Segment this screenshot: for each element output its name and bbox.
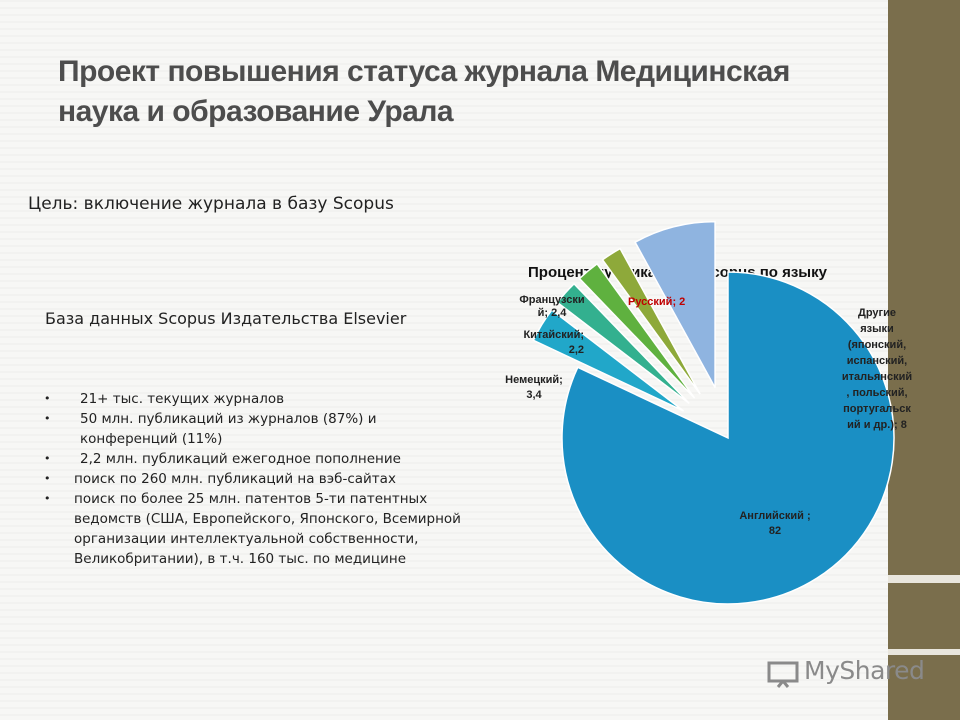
slide-title: Проект повышения статуса журнала Медицин…	[58, 55, 790, 128]
bullet-icon: •	[44, 472, 51, 485]
bullet-icon: •	[44, 392, 51, 405]
pie-slice	[532, 309, 685, 412]
pie-slice	[634, 220, 716, 388]
list-item: • поиск по 260 млн. публикаций на вэб-сай…	[44, 471, 396, 487]
feature-list: • 21+ тыс. текущих журналов • 50 млн. публ…	[44, 389, 474, 569]
pie-slice	[601, 247, 701, 395]
bullet-icon: •	[44, 492, 51, 505]
data-label: Английский ; 82	[739, 510, 810, 537]
bullet-icon: •	[44, 452, 51, 465]
side-bar-stripe	[888, 575, 960, 583]
data-label: Французски й; 2,4	[519, 294, 584, 319]
watermark-text: MyShared	[804, 656, 925, 685]
list-item: • 50 млн. публикаций из журналов (87%) и …	[44, 411, 377, 447]
list-item: • 2,2 млн. публикаций ежегодное пополнени…	[44, 451, 401, 467]
presentation-icon	[767, 661, 799, 688]
side-bar-stripe	[888, 649, 960, 655]
bullet-icon: •	[44, 412, 51, 425]
data-label: Китайский; 2,2	[523, 329, 584, 356]
data-label: Русский; 2	[628, 296, 685, 308]
goal-text: Цель: включение журнала в базу Scopus	[28, 194, 394, 214]
pie-slice	[561, 271, 895, 605]
data-label: Немецкий; 3,4	[505, 374, 563, 401]
pie-slice	[556, 282, 690, 404]
list-item: • поиск по более 25 млн. патентов 5-ти па…	[44, 491, 461, 567]
list-item: • 21+ тыс. текущих журналов	[44, 391, 285, 407]
data-label: Другие языки (японский, испанский, итальянск…	[842, 307, 912, 431]
decorative-side-bar	[888, 0, 960, 720]
pie-slice	[578, 262, 696, 399]
database-heading: База данных Scopus Издательства Elsevier	[45, 309, 407, 328]
